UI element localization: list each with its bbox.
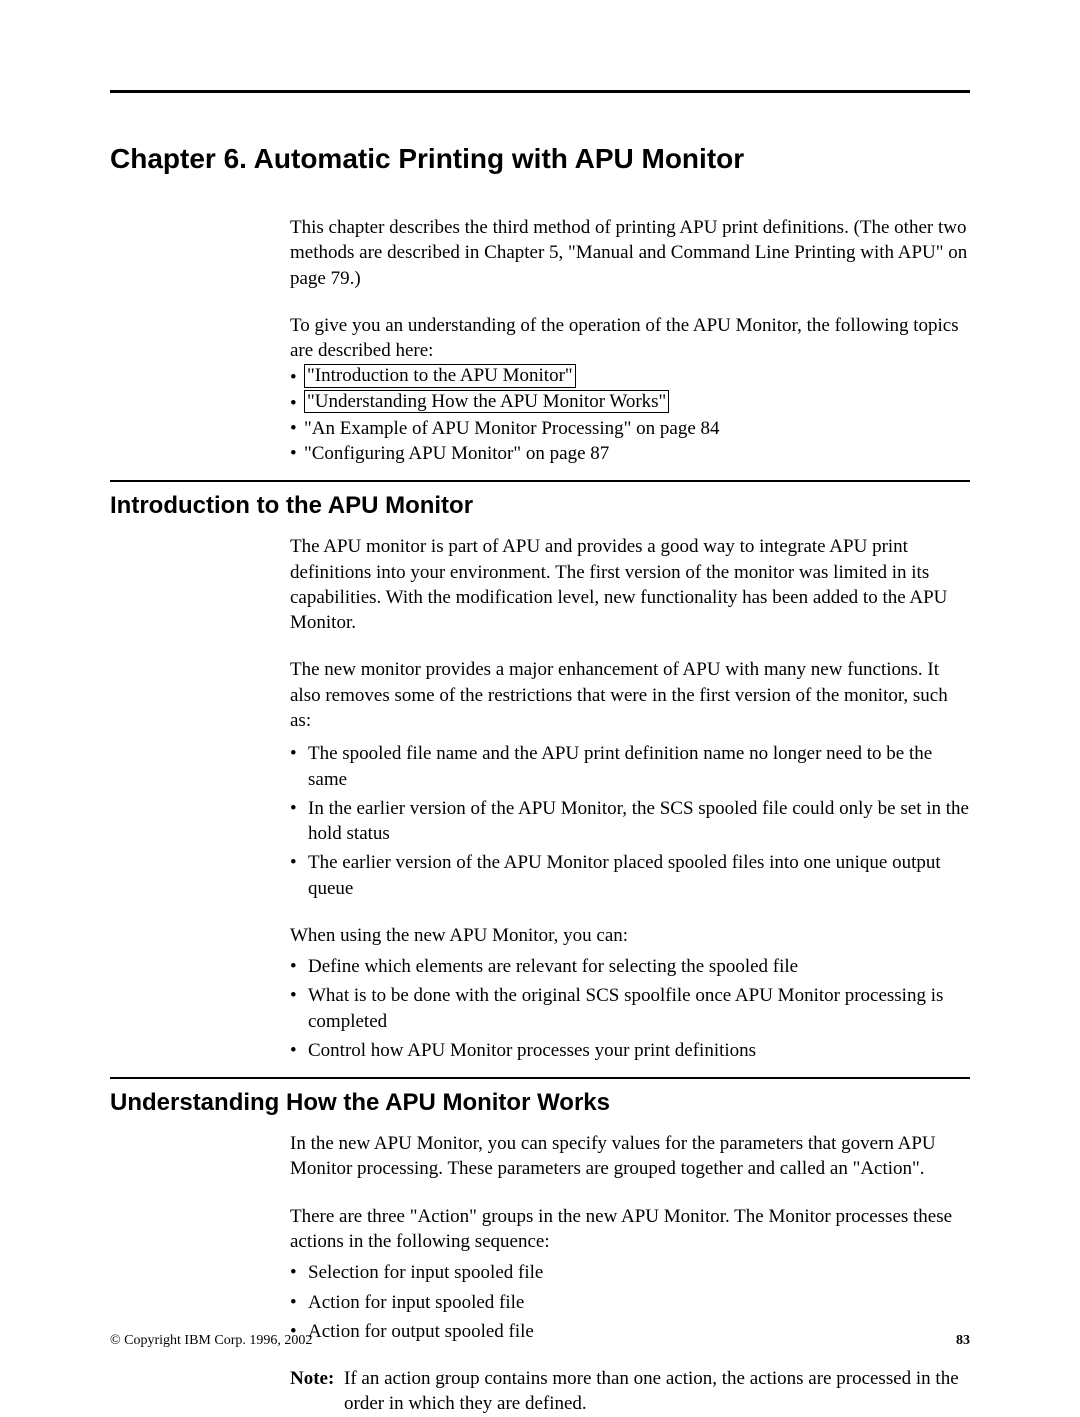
section-understand-body: In the new APU Monitor, you can specify … [290, 1131, 970, 1416]
sec-intro-p3: When using the new APU Monitor, you can: [290, 923, 970, 948]
sec-und-p1: In the new APU Monitor, you can specify … [290, 1131, 970, 1182]
bullet-icon: • [290, 741, 308, 766]
list-text: Define which elements are relevant for s… [308, 954, 970, 979]
toc-list: •"Introduction to the APU Monitor" •"Und… [290, 365, 970, 466]
list-text: What is to be done with the original SCS… [308, 983, 970, 1034]
page-number: 83 [956, 1333, 970, 1349]
list-text: The earlier version of the APU Monitor p… [308, 850, 970, 901]
list-item: •In the earlier version of the APU Monit… [290, 796, 970, 847]
list-item: •The spooled file name and the APU print… [290, 741, 970, 792]
capabilities-list: •Define which elements are relevant for … [290, 954, 970, 1063]
toc-link[interactable]: "Understanding How the APU Monitor Works… [304, 390, 669, 414]
bullet-icon: • [290, 850, 308, 875]
section-intro-body: The APU monitor is part of APU and provi… [290, 534, 970, 1063]
list-text: In the earlier version of the APU Monito… [308, 796, 970, 847]
list-item: •Control how APU Monitor processes your … [290, 1038, 970, 1063]
sec-intro-p1: The APU monitor is part of APU and provi… [290, 534, 970, 635]
list-item: •What is to be done with the original SC… [290, 983, 970, 1034]
bullet-icon: • [290, 391, 304, 416]
section-understand-heading: Understanding How the APU Monitor Works [110, 1089, 970, 1117]
bullet-icon: • [290, 1290, 308, 1315]
bullet-icon: • [290, 365, 304, 390]
section-intro-heading: Introduction to the APU Monitor [110, 492, 970, 520]
bullet-icon: • [290, 441, 304, 466]
copyright: © Copyright IBM Corp. 1996, 2002 [110, 1333, 312, 1349]
toc-item: •"An Example of APU Monitor Processing" … [290, 416, 970, 441]
bullet-icon: • [290, 1260, 308, 1285]
toc-item: •"Understanding How the APU Monitor Work… [290, 391, 970, 416]
restrictions-list: •The spooled file name and the APU print… [290, 741, 970, 901]
footer: © Copyright IBM Corp. 1996, 2002 83 [110, 1333, 970, 1349]
toc-text: "An Example of APU Monitor Processing" o… [304, 416, 720, 441]
bullet-icon: • [290, 1038, 308, 1063]
list-text: Action for input spooled file [308, 1290, 970, 1315]
list-text: The spooled file name and the APU print … [308, 741, 970, 792]
list-item: •Action for input spooled file [290, 1290, 970, 1315]
actions-list: •Selection for input spooled file •Actio… [290, 1260, 970, 1344]
intro-p2: To give you an understanding of the oper… [290, 313, 970, 364]
list-text: Selection for input spooled file [308, 1260, 970, 1285]
chapter-intro: This chapter describes the third method … [290, 215, 970, 466]
list-item: •Define which elements are relevant for … [290, 954, 970, 979]
top-rule [110, 90, 970, 93]
bullet-icon: • [290, 983, 308, 1008]
chapter-title: Chapter 6. Automatic Printing with APU M… [110, 143, 970, 175]
sec-und-p2: There are three "Action" groups in the n… [290, 1204, 970, 1255]
list-text: Control how APU Monitor processes your p… [308, 1038, 970, 1063]
bullet-icon: • [290, 954, 308, 979]
toc-link[interactable]: "Introduction to the APU Monitor" [304, 364, 576, 388]
note: Note: If an action group contains more t… [290, 1366, 970, 1417]
section-rule [110, 480, 970, 482]
list-item: •Selection for input spooled file [290, 1260, 970, 1285]
section-rule [110, 1077, 970, 1079]
note-text: If an action group contains more than on… [344, 1366, 970, 1417]
page: Chapter 6. Automatic Printing with APU M… [110, 90, 970, 1417]
toc-text: "Configuring APU Monitor" on page 87 [304, 441, 609, 466]
intro-p1: This chapter describes the third method … [290, 215, 970, 291]
bullet-icon: • [290, 416, 304, 441]
list-item: •The earlier version of the APU Monitor … [290, 850, 970, 901]
note-label: Note: [290, 1366, 344, 1391]
bullet-icon: • [290, 796, 308, 821]
toc-item: •"Configuring APU Monitor" on page 87 [290, 441, 970, 466]
toc-item: •"Introduction to the APU Monitor" [290, 365, 970, 390]
sec-intro-p2: The new monitor provides a major enhance… [290, 657, 970, 733]
